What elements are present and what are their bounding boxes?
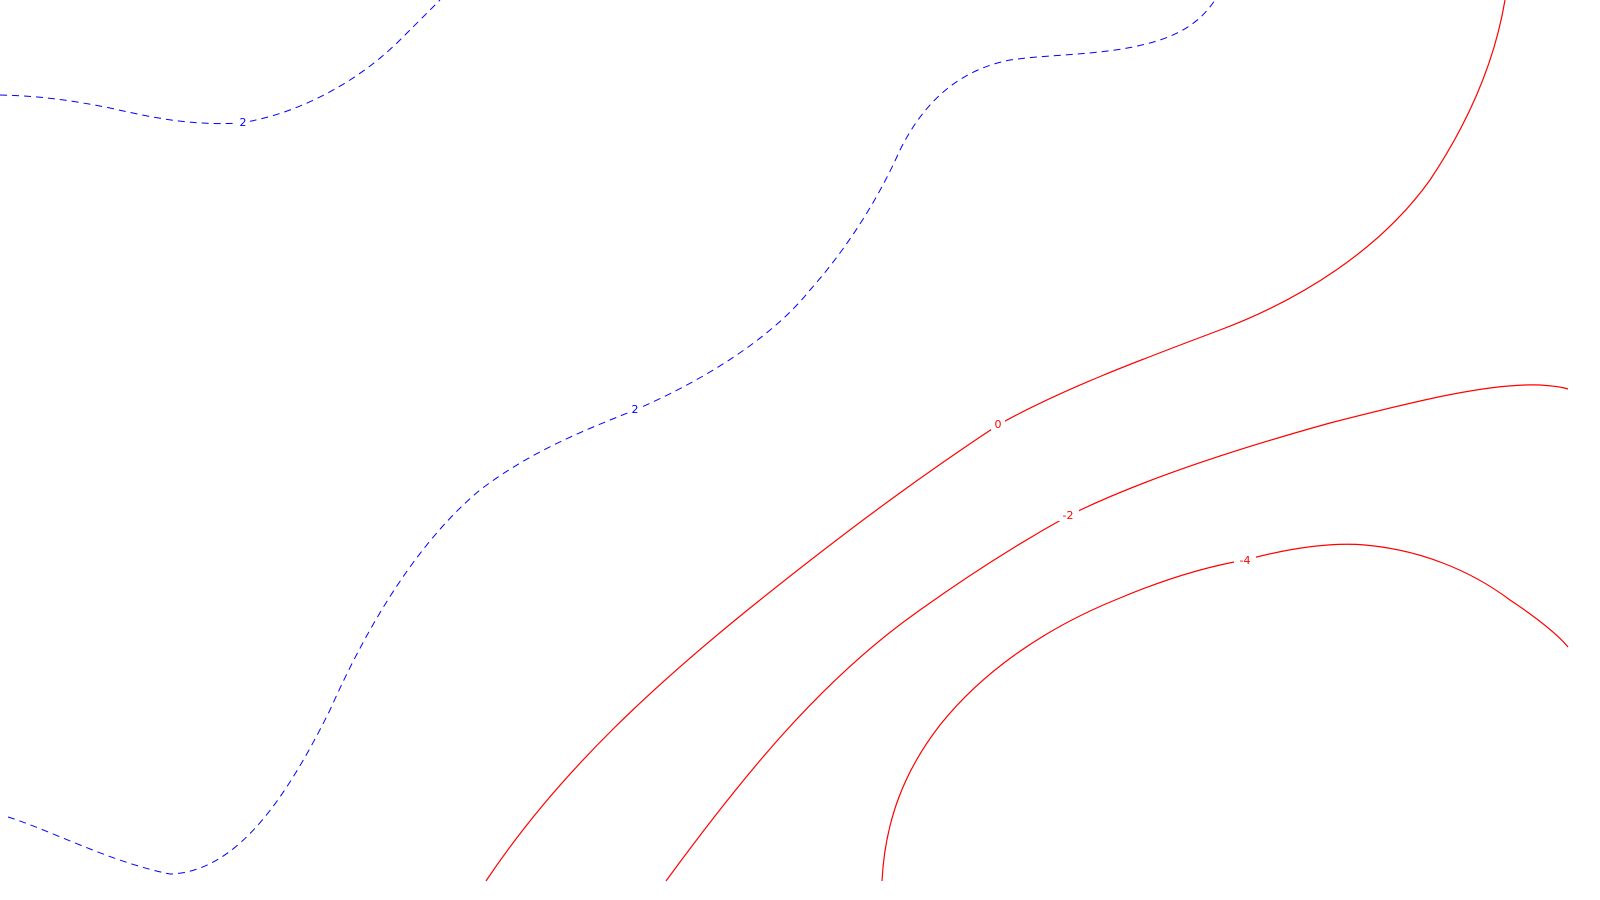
contour-label-neg4: -4 (1234, 554, 1256, 567)
contour-line-2-main (7, 0, 1216, 875)
contour-line-2-upper (0, 0, 441, 125)
svg-text:0: 0 (995, 418, 1002, 431)
contour-label-neg2: -2 (1057, 509, 1079, 522)
contour-line-0 (485, 0, 1506, 882)
contour-line-neg2 (665, 384, 1569, 882)
svg-text:2: 2 (632, 403, 639, 416)
contour-label-2-upper: 2 (236, 116, 250, 129)
svg-text:-2: -2 (1063, 509, 1074, 522)
contour-label-0: 0 (991, 418, 1005, 431)
svg-text:-4: -4 (1240, 554, 1251, 567)
contour-line-neg4 (881, 543, 1569, 882)
svg-text:2: 2 (240, 116, 247, 129)
contour-label-2-main: 2 (628, 403, 642, 416)
